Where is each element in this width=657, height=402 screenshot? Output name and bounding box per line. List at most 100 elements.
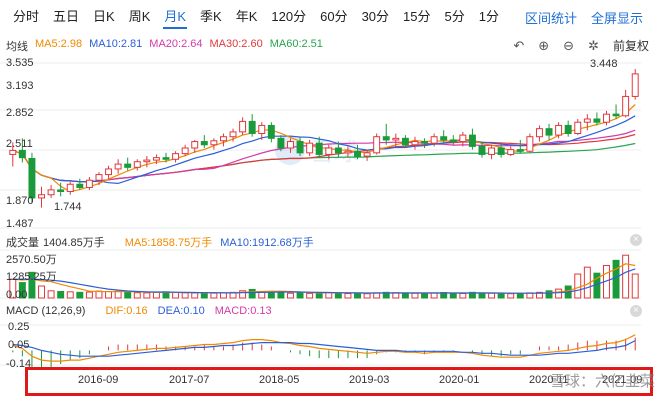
settings-icon[interactable]: ✲ <box>588 37 599 53</box>
tab-1min[interactable]: 1分 <box>478 9 499 24</box>
tab-yearly-k[interactable]: 年K <box>235 9 258 24</box>
candle-body <box>478 145 486 155</box>
fullscreen-link[interactable]: 全屏显示 <box>590 10 643 26</box>
candle-body <box>363 152 371 157</box>
volume-bar <box>210 292 218 299</box>
ma30-value: MA30:2.60 <box>209 38 263 50</box>
macd-dif: DIF:0.16 <box>105 305 148 317</box>
price-axis-label: 2.511 <box>6 138 33 150</box>
candle-body <box>85 179 93 188</box>
candle-body <box>210 140 218 146</box>
volume-bar <box>95 290 103 299</box>
candle-body <box>612 113 620 117</box>
candle-body <box>57 189 65 193</box>
candle-body <box>497 147 505 155</box>
volume-bar <box>38 285 45 299</box>
candle-body <box>28 157 36 199</box>
volume-bar <box>354 292 361 299</box>
zoom-out-icon[interactable]: ⊖ <box>563 37 575 53</box>
candle-body <box>258 124 266 134</box>
range-stats-link[interactable]: 区间统计 <box>524 10 577 26</box>
volume-bar <box>172 292 180 299</box>
tab-5min[interactable]: 5分 <box>444 9 465 24</box>
volume-axis-label: 0.00 <box>6 289 28 301</box>
volume-bar <box>47 290 55 299</box>
undo-icon[interactable]: ↶ <box>513 37 525 53</box>
price-axis-label: 1.870 <box>6 195 34 207</box>
high-price-annotation: 3.448 <box>590 58 618 70</box>
candle-body <box>421 141 429 144</box>
x-axis-tick: 2017-07 <box>169 374 210 386</box>
candle-body <box>468 134 476 147</box>
volume-bar <box>18 282 26 299</box>
volume-bar <box>267 291 275 299</box>
tab-30min[interactable]: 30分 <box>361 9 390 24</box>
tab-five-day[interactable]: 五日 <box>53 9 80 24</box>
volume-bar <box>124 291 132 299</box>
candle-body <box>459 134 467 143</box>
tab-15min[interactable]: 15分 <box>403 9 431 24</box>
volume-bar <box>459 293 467 299</box>
price-axis-label: 2.852 <box>6 107 34 119</box>
volume-bar <box>555 288 563 299</box>
period-tabs: 分时 五日 日K 周K 月K 季K 年K 120分 60分 30分 15分 5分… <box>0 0 657 34</box>
candle-body <box>325 147 333 155</box>
candle-body <box>516 149 524 152</box>
close-volume-icon[interactable]: × <box>630 234 642 246</box>
volume-bar <box>449 292 457 299</box>
tab-daily-k[interactable]: 日K <box>93 9 115 24</box>
candle-body <box>449 139 457 143</box>
volume-bar <box>296 292 304 299</box>
volume-bar <box>219 292 227 299</box>
volume-bar <box>516 293 524 299</box>
volume-bar <box>421 292 429 299</box>
candle-body <box>488 147 496 155</box>
low-price-annotation: 1.744 <box>54 201 82 213</box>
tab-intraday[interactable]: 分时 <box>13 9 40 24</box>
x-axis-highlight-box <box>25 367 653 396</box>
ma5-value: MA5:2.98 <box>35 38 83 50</box>
adjust-mode-label[interactable]: 前复权 <box>612 39 649 53</box>
candle-body <box>583 118 591 123</box>
volume-ma10: MA10:1912.68万手 <box>220 237 314 249</box>
volume-bar <box>28 271 36 299</box>
candle-body <box>76 183 84 188</box>
candle-body <box>555 124 563 136</box>
price-axis-label: 3.193 <box>6 80 34 92</box>
tab-monthly-k[interactable]: 月K <box>157 0 193 34</box>
volume-bar <box>76 291 84 299</box>
volume-bar <box>468 291 476 299</box>
volume-bar <box>85 291 93 299</box>
candle-body <box>18 149 26 159</box>
tab-120min[interactable]: 120分 <box>271 9 307 24</box>
volume-bar <box>287 292 294 299</box>
volume-bar <box>478 292 486 299</box>
candle-body <box>315 142 323 155</box>
macd-value: MACD:0.13 <box>214 305 272 317</box>
candle-body <box>277 137 285 149</box>
volume-bar <box>545 290 553 299</box>
volume-axis-label: 1285.25万 <box>6 271 57 283</box>
tab-quarterly-k[interactable]: 季K <box>200 9 222 24</box>
macd-axis-label: 0.25 <box>8 321 30 333</box>
candle-body <box>344 150 352 154</box>
candle-body <box>66 183 74 193</box>
volume-bar <box>248 288 256 299</box>
candle-body <box>95 174 103 181</box>
ma5-line <box>12 104 636 193</box>
volume-bar <box>239 290 247 299</box>
ma20-value: MA20:2.64 <box>149 38 203 50</box>
x-axis-tick: 2019-03 <box>349 374 390 386</box>
candle-body <box>47 189 55 196</box>
ma10-value: MA10:2.81 <box>89 38 143 50</box>
tab-60min[interactable]: 60分 <box>320 9 348 24</box>
close-macd-icon[interactable]: × <box>630 305 642 317</box>
macd-dea: DEA:0.10 <box>157 305 205 317</box>
tab-weekly-k[interactable]: 周K <box>128 9 151 24</box>
zoom-in-icon[interactable]: ⊕ <box>538 37 550 53</box>
candle-body <box>564 124 572 134</box>
candle-body <box>631 73 639 97</box>
candle-body <box>535 128 543 138</box>
candle-body <box>354 150 361 157</box>
